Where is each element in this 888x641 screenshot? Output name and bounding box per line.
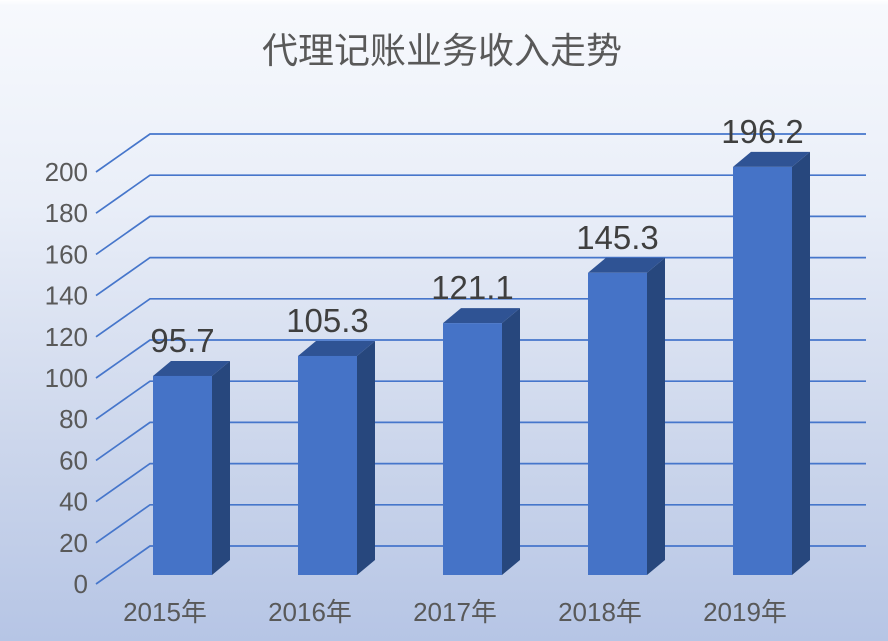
- category-label: 2015年: [123, 597, 207, 627]
- y-tick-label: 40: [59, 487, 88, 517]
- bar-top-face: [153, 360, 230, 376]
- bar-side-face: [502, 308, 520, 575]
- bar-side-face: [212, 360, 230, 575]
- gridline: [95, 133, 866, 173]
- bar-top-face: [588, 257, 665, 273]
- gridline: [95, 256, 866, 297]
- bar-side-face: [792, 151, 810, 576]
- value-label: 95.7: [150, 322, 214, 359]
- value-label: 121.1: [431, 269, 514, 306]
- bar-top-face: [298, 340, 375, 356]
- y-tick-label: 180: [45, 198, 88, 228]
- y-tick-label: 120: [45, 322, 88, 352]
- value-label: 105.3: [286, 302, 369, 339]
- y-tick-label: 140: [45, 281, 88, 311]
- y-tick-label: 60: [59, 445, 88, 475]
- category-label: 2017年: [413, 597, 497, 627]
- category-label: 2016年: [268, 597, 352, 627]
- value-label: 145.3: [576, 219, 659, 256]
- bar-top-face: [733, 151, 810, 167]
- bar-front-face: [298, 355, 357, 575]
- category-label: 2019年: [703, 597, 787, 627]
- y-tick-label: 160: [45, 239, 88, 269]
- y-tick-label: 0: [74, 569, 88, 599]
- bar-top-face: [443, 308, 520, 324]
- category-label: 2018年: [558, 597, 642, 627]
- bar-side-face: [647, 257, 665, 575]
- y-tick-label: 200: [45, 157, 88, 187]
- bar-front-face: [588, 272, 647, 575]
- chart-title: 代理记账业务收入走势: [262, 30, 622, 71]
- gridline: [95, 215, 866, 256]
- y-tick-label: 20: [59, 528, 88, 558]
- y-tick-label: 100: [45, 363, 88, 393]
- bar-front-face: [733, 166, 792, 576]
- bar-front-face: [153, 375, 212, 575]
- bar-side-face: [357, 340, 375, 575]
- value-label: 196.2: [721, 113, 804, 150]
- gridline: [95, 174, 866, 214]
- bar-front-face: [443, 323, 502, 575]
- y-tick-label: 80: [59, 404, 88, 434]
